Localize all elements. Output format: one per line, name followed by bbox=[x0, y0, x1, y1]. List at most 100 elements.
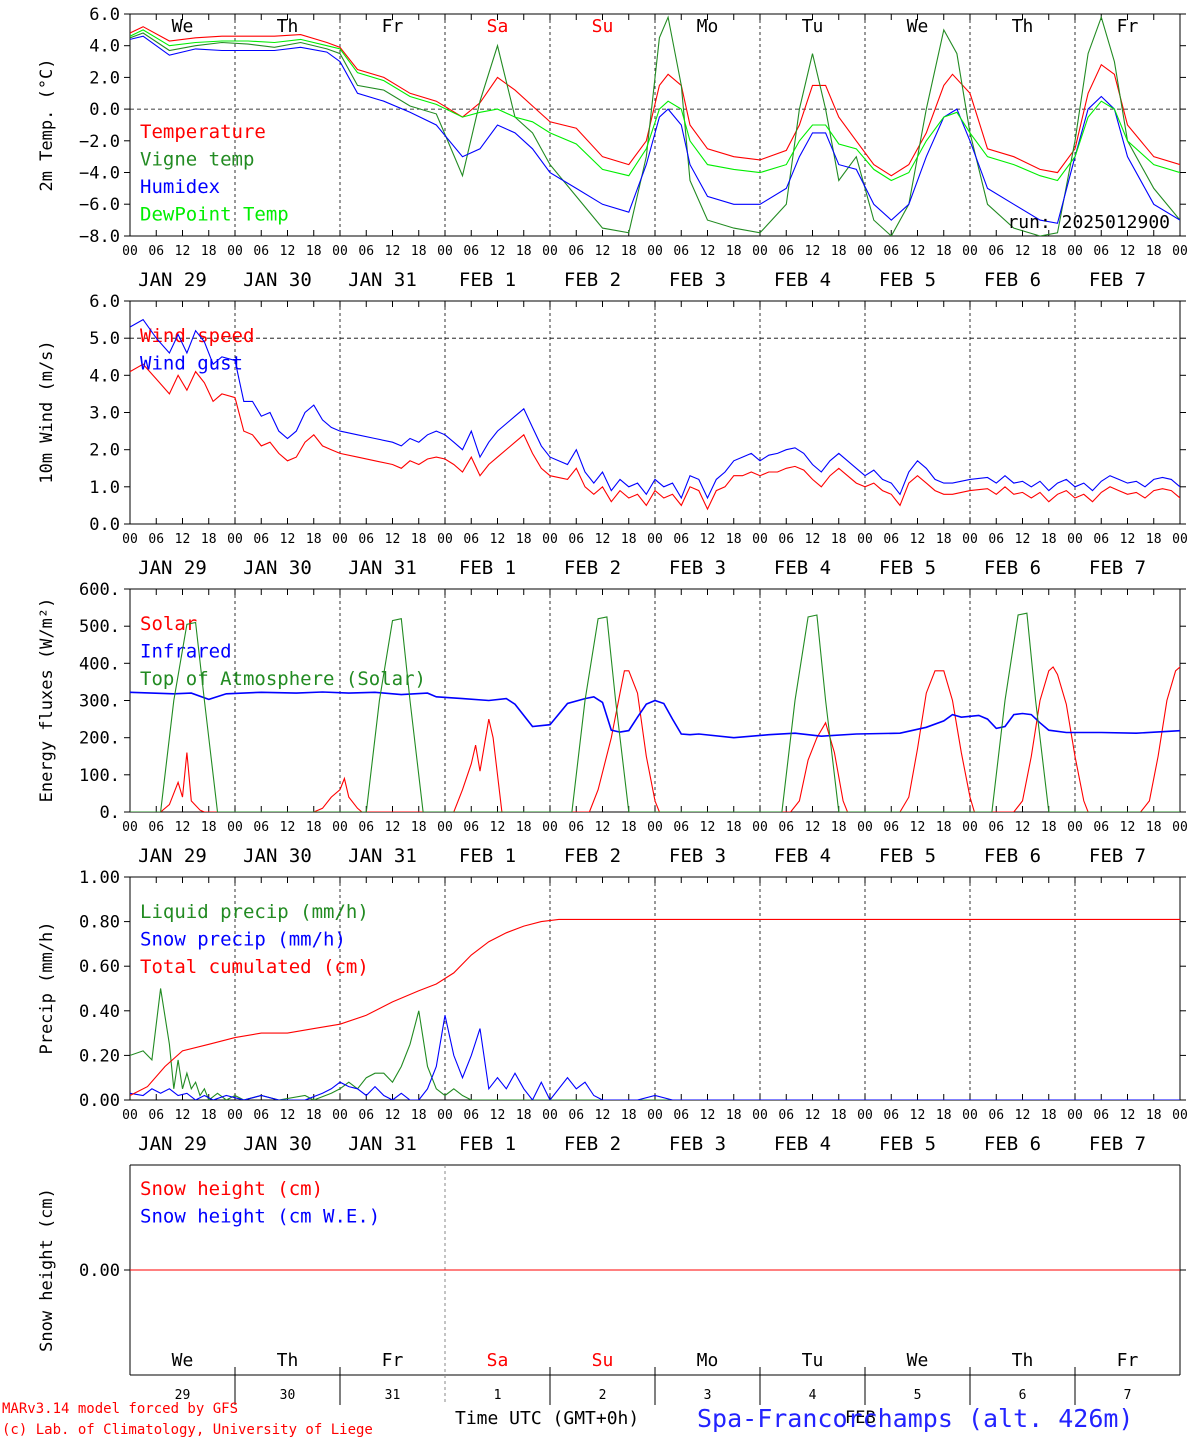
x-date-label: FEB 5 bbox=[879, 269, 936, 291]
day-number-label: 3 bbox=[704, 1388, 712, 1403]
x-hour-label: 00 bbox=[857, 244, 873, 259]
x-hour-label: 18 bbox=[936, 244, 952, 259]
x-hour-label: 00 bbox=[962, 532, 978, 547]
y-tick-label: −4.0 bbox=[79, 164, 120, 184]
panel-3: 600. 500. 400. 300. 200. 100. 0. Energy fluxes … bbox=[37, 580, 1188, 867]
series-line-snow-precip-mm-h- bbox=[130, 1015, 1180, 1100]
legend-entry: Liquid precip (mm/h) bbox=[140, 901, 369, 923]
x-hour-label: 00 bbox=[752, 532, 768, 547]
x-hour-label: 12 bbox=[595, 532, 611, 547]
series-line-wind-gust bbox=[130, 318, 1180, 500]
x-hour-label: 06 bbox=[148, 244, 164, 259]
x-date-label: FEB 7 bbox=[1089, 557, 1146, 579]
weekday-label: Sa bbox=[487, 16, 509, 37]
lab-credit: (c) Lab. of Climatology, University of L… bbox=[2, 1422, 373, 1438]
y-tick-label: 500. bbox=[79, 617, 120, 637]
x-hour-label: 12 bbox=[910, 532, 926, 547]
weekday-label: Fr bbox=[382, 16, 404, 37]
x-hour-label: 18 bbox=[726, 244, 742, 259]
panel-2: 6.0 5.0 4.0 3.0 2.0 1.0 0.0 10m Wind (m/s) 00 06 1… bbox=[37, 292, 1188, 579]
x-hour-label: 12 bbox=[700, 532, 716, 547]
y-tick-label: 0.00 bbox=[79, 1091, 120, 1111]
y-tick-label: 1.00 bbox=[79, 868, 120, 888]
y-tick-label: 0.40 bbox=[79, 1002, 120, 1022]
panel-4: 1.00 0.80 0.60 0.40 0.20 0.00 Precip (mm/h) 00 0… bbox=[37, 868, 1188, 1155]
x-hour-label: 18 bbox=[831, 244, 847, 259]
x-hour-label: 12 bbox=[1120, 820, 1136, 835]
day-number-label: 31 bbox=[385, 1388, 401, 1403]
x-hour-label: 06 bbox=[1093, 244, 1109, 259]
x-hour-label: 00 bbox=[227, 820, 243, 835]
x-hour-label: 18 bbox=[516, 244, 532, 259]
x-hour-label: 18 bbox=[831, 1108, 847, 1123]
y-tick-label: 100. bbox=[79, 766, 120, 786]
x-hour-label: 00 bbox=[1172, 1108, 1188, 1123]
x-hour-label: 00 bbox=[332, 1108, 348, 1123]
x-hour-label: 06 bbox=[778, 820, 794, 835]
x-hour-label: 18 bbox=[306, 532, 322, 547]
x-hour-label: 00 bbox=[227, 244, 243, 259]
y-tick-label: 2.0 bbox=[89, 68, 120, 88]
x-hour-label: 18 bbox=[411, 244, 427, 259]
x-hour-label: 06 bbox=[463, 532, 479, 547]
x-date-label: FEB 3 bbox=[669, 1133, 726, 1155]
x-hour-label: 12 bbox=[805, 820, 821, 835]
x-date-label: FEB 6 bbox=[984, 269, 1041, 291]
y-tick-label: 600. bbox=[79, 580, 120, 600]
x-hour-label: 00 bbox=[122, 244, 138, 259]
x-hour-label: 06 bbox=[883, 1108, 899, 1123]
x-hour-label: 00 bbox=[542, 1108, 558, 1123]
x-hour-label: 00 bbox=[437, 532, 453, 547]
x-hour-label: 06 bbox=[1093, 820, 1109, 835]
day-number-label: 7 bbox=[1124, 1388, 1132, 1403]
y-tick-label: 4.0 bbox=[89, 366, 120, 386]
x-hour-label: 18 bbox=[726, 1108, 742, 1123]
x-hour-label: 18 bbox=[516, 1108, 532, 1123]
x-hour-label: 06 bbox=[988, 244, 1004, 259]
y-tick-label: 4.0 bbox=[89, 37, 120, 57]
x-hour-label: 06 bbox=[673, 820, 689, 835]
x-date-label: FEB 5 bbox=[879, 557, 936, 579]
day-number-label: 4 bbox=[809, 1388, 817, 1403]
x-hour-label: 18 bbox=[1041, 244, 1057, 259]
x-date-label: JAN 30 bbox=[243, 1133, 312, 1155]
x-date-label: JAN 29 bbox=[138, 557, 207, 579]
day-number-label: 2 bbox=[599, 1388, 607, 1403]
x-hour-label: 00 bbox=[962, 244, 978, 259]
x-date-label: FEB 1 bbox=[459, 1133, 516, 1155]
x-date-label: FEB 3 bbox=[669, 845, 726, 867]
x-date-label: JAN 30 bbox=[243, 845, 312, 867]
x-hour-label: 12 bbox=[490, 532, 506, 547]
y-tick-label: 0. bbox=[100, 803, 120, 823]
y-tick-label: 1.0 bbox=[89, 478, 120, 498]
x-hour-label: 18 bbox=[201, 820, 217, 835]
y-axis-label: Precip (mm/h) bbox=[37, 921, 57, 1054]
x-date-label: FEB 2 bbox=[564, 1133, 621, 1155]
x-hour-label: 00 bbox=[227, 1108, 243, 1123]
x-hour-label: 06 bbox=[253, 532, 269, 547]
y-tick-label: 0.80 bbox=[79, 913, 120, 933]
x-hour-label: 00 bbox=[332, 820, 348, 835]
x-date-label: FEB 7 bbox=[1089, 1133, 1146, 1155]
x-hour-label: 06 bbox=[148, 1108, 164, 1123]
y-tick-label: 0.0 bbox=[89, 100, 120, 120]
x-hour-label: 18 bbox=[831, 820, 847, 835]
x-date-label: FEB 4 bbox=[774, 557, 831, 579]
x-hour-label: 18 bbox=[516, 820, 532, 835]
x-hour-label: 00 bbox=[962, 820, 978, 835]
y-tick-label: 0.00 bbox=[79, 1261, 120, 1281]
x-hour-label: 06 bbox=[358, 244, 374, 259]
x-hour-label: 18 bbox=[306, 244, 322, 259]
x-hour-label: 18 bbox=[621, 1108, 637, 1123]
x-hour-label: 00 bbox=[437, 1108, 453, 1123]
x-hour-label: 18 bbox=[936, 532, 952, 547]
x-hour-label: 06 bbox=[883, 532, 899, 547]
x-hour-label: 12 bbox=[280, 244, 296, 259]
x-hour-label: 00 bbox=[332, 244, 348, 259]
x-hour-label: 18 bbox=[621, 244, 637, 259]
weekday-label: Tu bbox=[802, 1350, 824, 1371]
x-hour-label: 12 bbox=[1015, 1108, 1031, 1123]
weekday-label: Tu bbox=[802, 16, 824, 37]
